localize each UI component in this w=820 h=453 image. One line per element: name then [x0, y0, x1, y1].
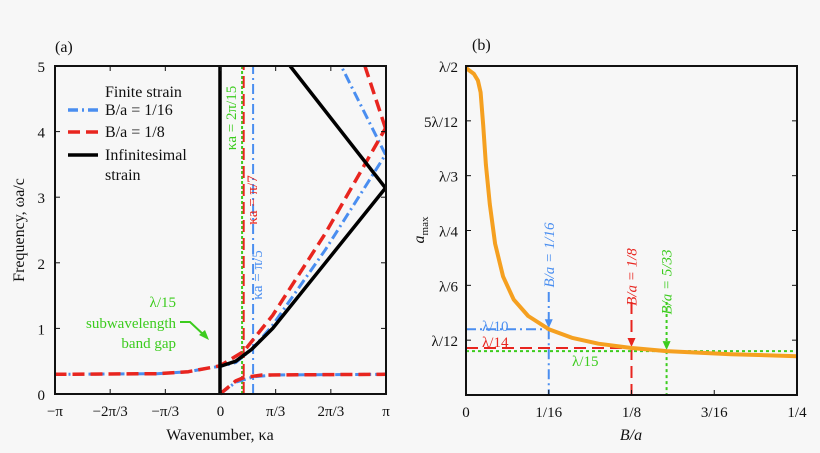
annotation-label-green: B/a = 5/33	[660, 249, 676, 314]
y-tick-label-b: λ/6	[439, 279, 458, 295]
legend-entry: strain	[105, 167, 141, 184]
y-tick-label-b: 5λ/12	[424, 115, 458, 131]
panel-label-b: (b)	[472, 37, 491, 54]
band-gap-annotation: band gap	[121, 336, 176, 352]
y-axis-label-sub: max	[419, 216, 431, 235]
x-tick-label-a: 0	[217, 404, 225, 420]
legend-entry: Infinitesimal	[105, 147, 187, 164]
x-tick-label-a: −2π/3	[93, 404, 128, 420]
x-axis-label-b: B/a	[620, 427, 642, 444]
annotation-label-red: B/a = 1/8	[625, 248, 641, 306]
series-red-branch-2	[363, 65, 388, 129]
legend-entry: B/a = 1/8	[105, 124, 165, 141]
y-tick-label-a: 4	[38, 126, 46, 142]
y-axis-label-b: amax	[411, 216, 431, 243]
arrowhead-icon	[627, 338, 636, 348]
x-tick-label-a: 2π/3	[317, 404, 344, 420]
y-axis-label-a: Frequency, ωa/c	[11, 178, 28, 282]
arrowhead-icon	[662, 341, 671, 351]
x-tick-label-a: π	[382, 404, 390, 420]
legend-title: Finite strain	[105, 84, 182, 101]
arrowhead-icon	[199, 330, 209, 340]
hline-label-red: λ/14	[482, 335, 509, 351]
series-blue-branch-2	[339, 65, 387, 156]
x-tick-label-a: −π/3	[151, 404, 179, 420]
legend-entry: B/a = 1/16	[105, 102, 173, 119]
y-tick-label-b: λ/12	[432, 334, 458, 350]
hline-label-blue: λ/10	[482, 319, 508, 335]
annotation-label-blue: B/a = 1/16	[542, 222, 558, 288]
x-tick-label-b: 3/16	[701, 405, 728, 421]
x-tick-label-b: 1/16	[535, 405, 562, 421]
series-black-branch-0	[219, 186, 387, 369]
y-tick-label-a: 0	[38, 388, 46, 404]
y-tick-label-a: 2	[38, 257, 46, 273]
series-orange-curve	[464, 66, 798, 359]
y-tick-label-b: λ/3	[439, 170, 458, 186]
arrowhead-icon	[544, 319, 553, 329]
x-axis-label-a: Wavenumber, κa	[166, 427, 273, 444]
panel-a: −π −2π/3 −π/3 0 π/3 2π/3 π 0 1 2 3 4 5 (a) Wavenumber,…	[11, 39, 390, 444]
x-tick-label-b: 1/4	[787, 405, 807, 421]
x-tick-label-b: 1/8	[622, 405, 641, 421]
y-tick-label-b: λ/4	[439, 225, 458, 241]
y-tick-label-a: 5	[38, 60, 46, 76]
panel-b: B/a = 1/16 B/a = 1/8 B/a = 5/33 λ/10λ/14 λ/1…	[411, 37, 807, 444]
panel-label-a: (a)	[55, 39, 73, 56]
x-tick-label-a: π/3	[266, 404, 285, 420]
y-axis-label-main: a	[411, 235, 428, 243]
series-black-branch-1	[288, 64, 387, 190]
series-red-branch-1	[218, 372, 386, 396]
x-tick-label-b: 0	[462, 405, 470, 421]
y-tick-label-a: 3	[38, 191, 46, 207]
vertical-annotation-blue: κa = π/5	[250, 250, 266, 299]
band-gap-annotation: subwavelength	[86, 316, 176, 332]
band-gap-annotation: λ/15	[150, 295, 176, 311]
vertical-annotation-green: κa = 2π/15	[224, 86, 240, 150]
vertical-annotation-red: κa = π/7	[245, 175, 261, 225]
x-tick-label-a: −π	[47, 404, 63, 420]
y-tick-label-a: 1	[38, 322, 46, 338]
y-tick-label-b: λ/2	[439, 60, 458, 76]
band-gap-arrow	[180, 321, 206, 337]
hline-label-green: λ/15	[572, 354, 598, 370]
